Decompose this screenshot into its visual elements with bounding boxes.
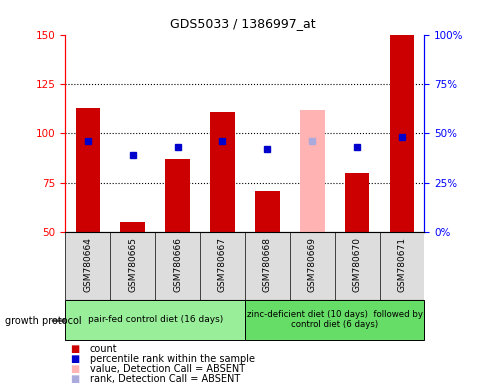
Text: zinc-deficient diet (10 days)  followed by
control diet (6 days): zinc-deficient diet (10 days) followed b… xyxy=(246,310,422,329)
Text: GSM780669: GSM780669 xyxy=(307,237,316,292)
Text: growth protocol: growth protocol xyxy=(5,316,81,326)
Bar xyxy=(210,112,234,232)
Text: count: count xyxy=(90,344,117,354)
Text: percentile rank within the sample: percentile rank within the sample xyxy=(90,354,254,364)
Bar xyxy=(299,110,324,232)
Text: ■: ■ xyxy=(70,344,80,354)
Bar xyxy=(389,35,413,232)
Text: GSM780671: GSM780671 xyxy=(396,237,406,292)
Bar xyxy=(344,173,369,232)
Text: GSM780667: GSM780667 xyxy=(217,237,227,292)
Bar xyxy=(165,159,190,232)
Text: ■: ■ xyxy=(70,374,80,384)
Text: ■: ■ xyxy=(70,364,80,374)
Text: pair-fed control diet (16 days): pair-fed control diet (16 days) xyxy=(88,315,222,324)
Text: GDS5033 / 1386997_at: GDS5033 / 1386997_at xyxy=(169,17,315,30)
Text: GSM780670: GSM780670 xyxy=(352,237,361,292)
Text: GSM780665: GSM780665 xyxy=(128,237,137,292)
Text: value, Detection Call = ABSENT: value, Detection Call = ABSENT xyxy=(90,364,244,374)
Text: GSM780664: GSM780664 xyxy=(83,237,92,292)
Bar xyxy=(120,222,145,232)
Text: ■: ■ xyxy=(70,354,80,364)
Text: GSM780666: GSM780666 xyxy=(173,237,182,292)
Bar xyxy=(76,108,100,232)
Text: rank, Detection Call = ABSENT: rank, Detection Call = ABSENT xyxy=(90,374,240,384)
Bar xyxy=(255,191,279,232)
Bar xyxy=(244,300,424,340)
Text: GSM780668: GSM780668 xyxy=(262,237,272,292)
Bar xyxy=(65,300,244,340)
